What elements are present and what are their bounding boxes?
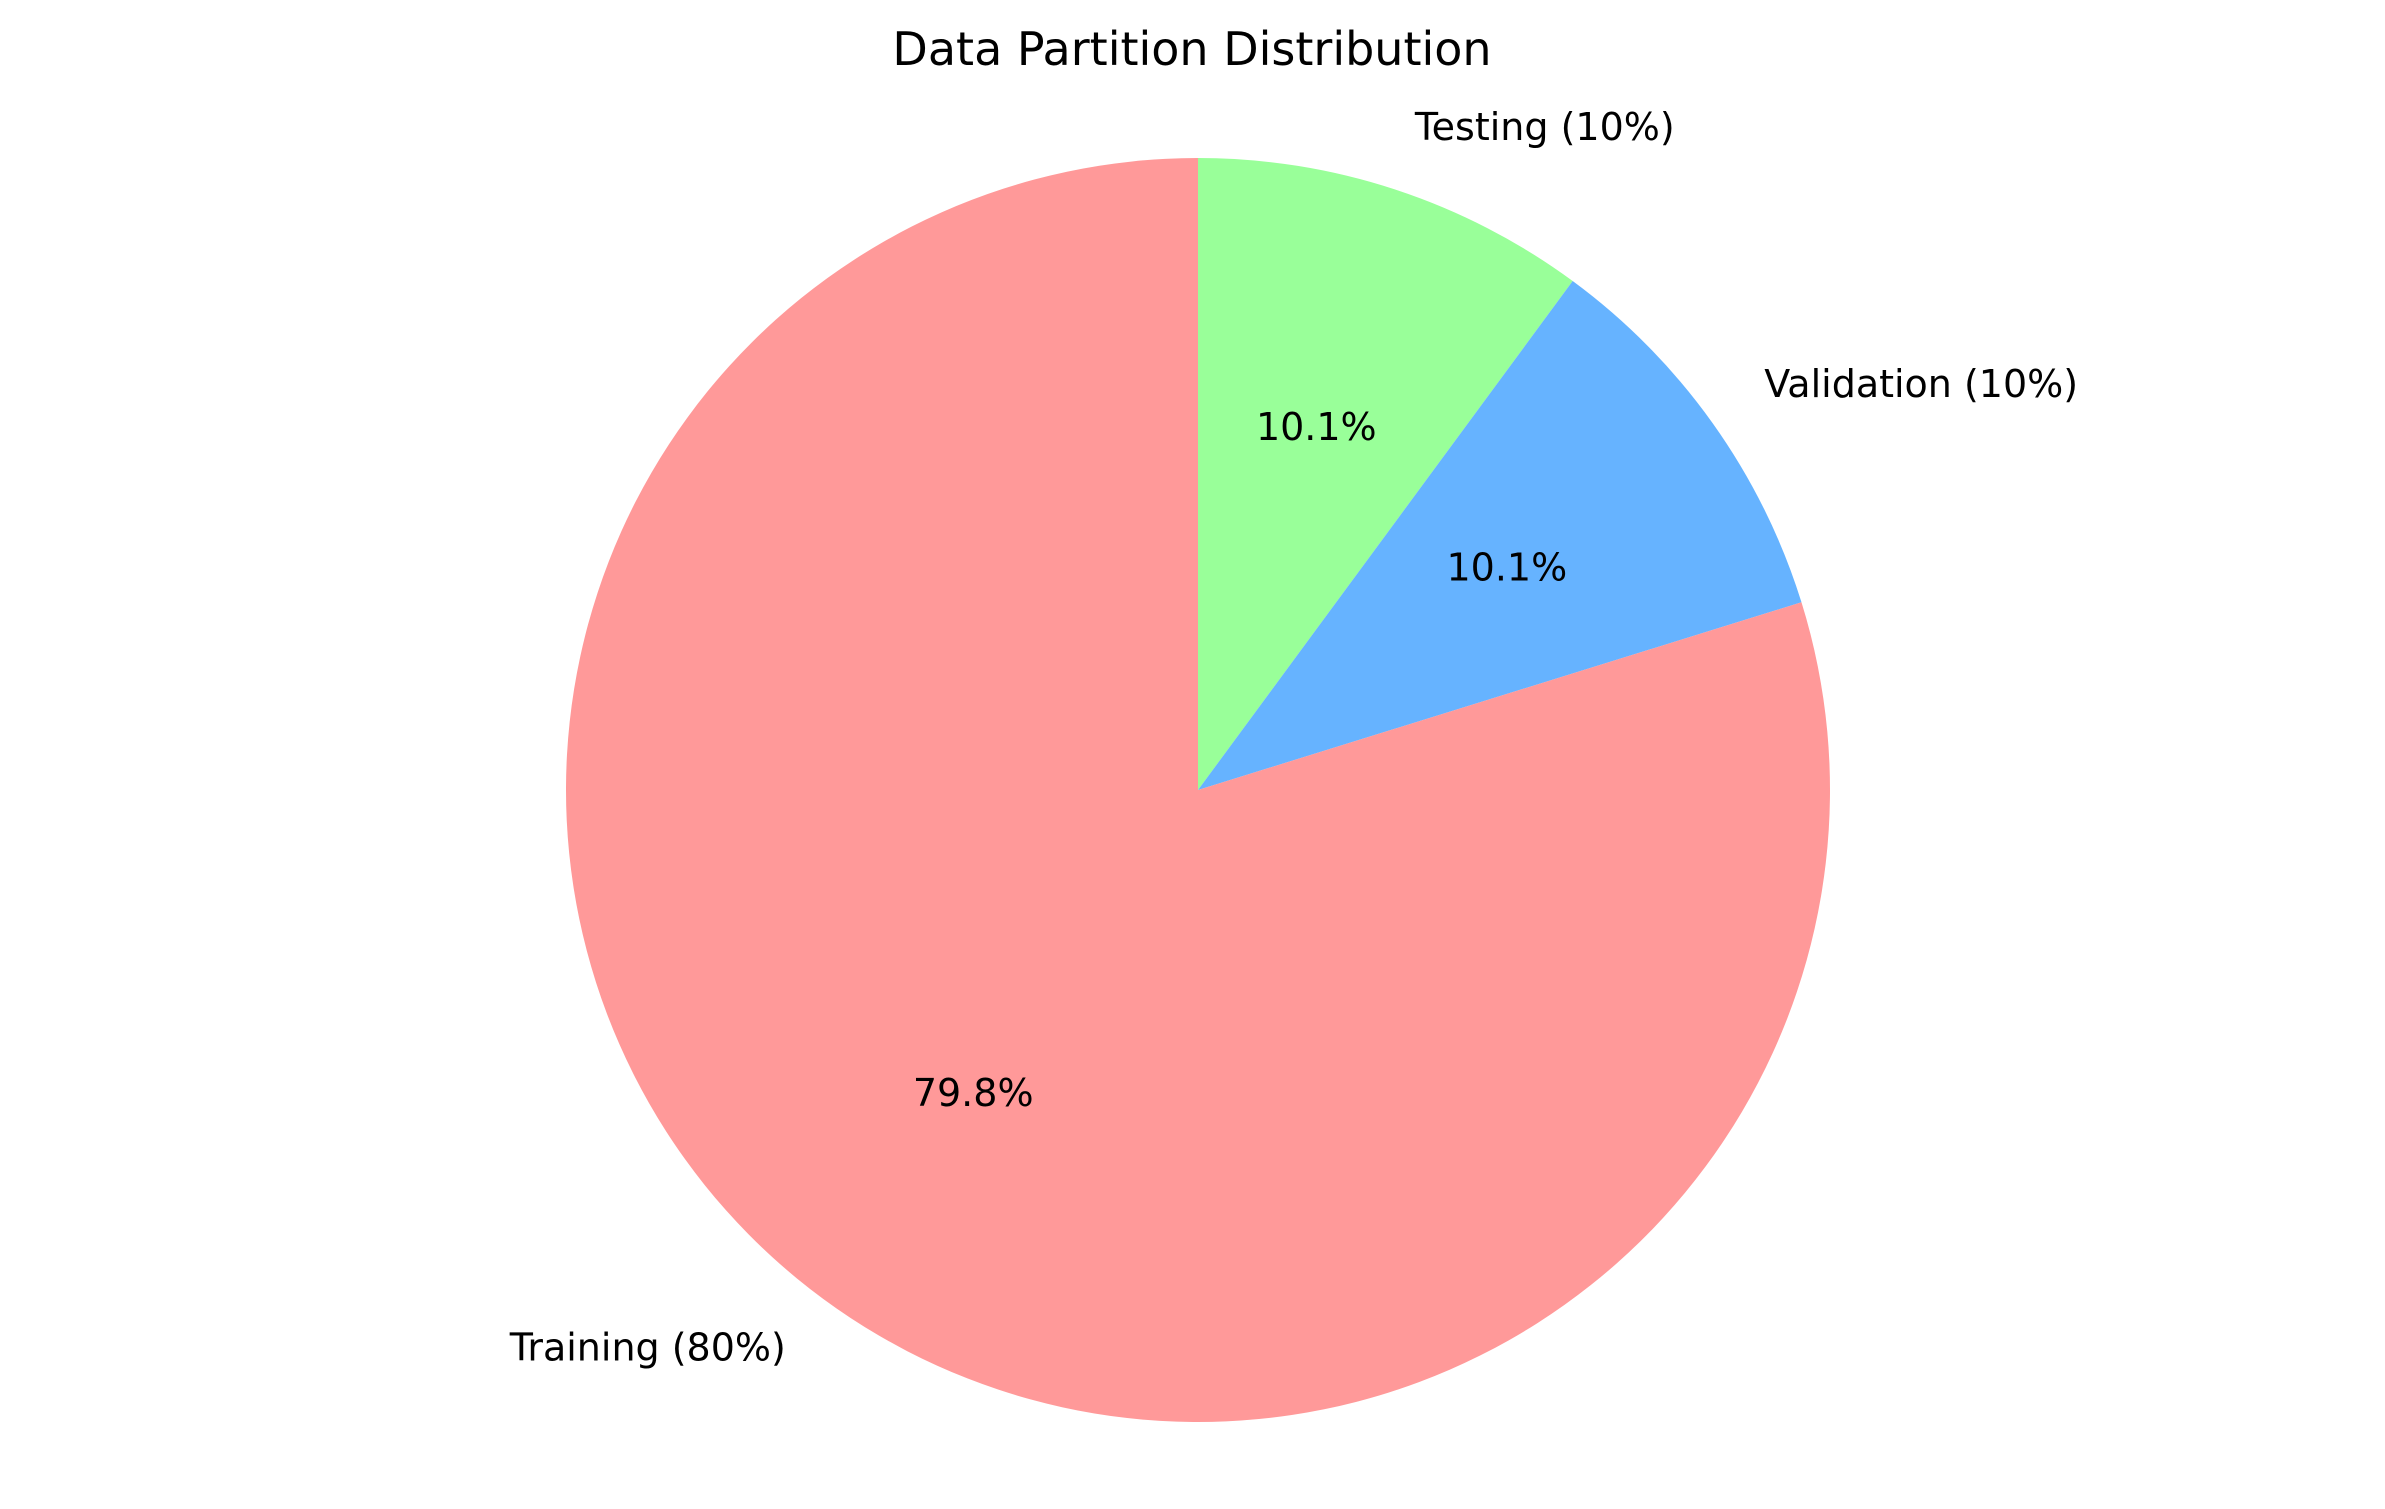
slice-label-testing: Testing (10%): [1414, 105, 1675, 149]
pie-labels: Testing (10%) 10.1% Validation (10%) 10.1% T…: [509, 105, 2078, 1369]
slice-percent-training: 79.8%: [913, 1071, 1034, 1115]
slice-percent-testing: 10.1%: [1256, 405, 1377, 449]
slice-label-validation: Validation (10%): [1764, 362, 2078, 406]
pie-slice-testing: [1198, 158, 1573, 790]
pie-slice-validation: [1198, 281, 1802, 790]
slice-percent-validation: 10.1%: [1447, 546, 1568, 590]
pie-slices: [566, 158, 1830, 1422]
pie-slice-training: [566, 158, 1830, 1422]
slice-label-training: Training (80%): [509, 1325, 786, 1369]
chart-title: Data Partition Distribution: [892, 22, 1491, 76]
